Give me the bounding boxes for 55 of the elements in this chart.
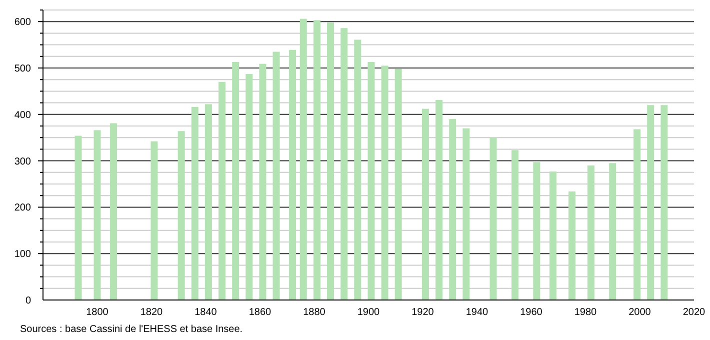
x-tick-label: 1940 — [466, 307, 489, 318]
bar — [634, 129, 641, 300]
bar — [289, 50, 296, 300]
bar — [110, 123, 118, 300]
x-tick-label: 1900 — [357, 307, 380, 318]
bar — [300, 18, 307, 300]
bar — [436, 100, 443, 300]
bar — [368, 62, 375, 300]
bar — [340, 28, 348, 300]
y-tick-label: 100 — [14, 249, 32, 260]
y-tick-label: 600 — [14, 17, 32, 28]
bar — [246, 74, 253, 300]
bar — [204, 104, 212, 300]
bar — [313, 20, 320, 300]
bar — [381, 66, 388, 300]
bar — [354, 40, 362, 300]
bar — [490, 138, 497, 300]
x-tick-label: 1860 — [248, 307, 272, 318]
x-tick-label: 1880 — [303, 307, 326, 318]
x-tick-label: 1840 — [194, 307, 218, 318]
bar — [449, 119, 456, 300]
bar — [94, 130, 101, 300]
bar — [272, 52, 280, 300]
x-tick-label: 2000 — [628, 307, 652, 318]
y-tick-label: 0 — [25, 296, 32, 306]
bar — [259, 64, 266, 300]
x-tick-label: 2020 — [682, 307, 706, 318]
bar — [218, 82, 226, 300]
bar — [178, 131, 185, 300]
x-tick-label: 1920 — [412, 307, 434, 318]
y-tick-label: 200 — [14, 202, 32, 214]
bar — [422, 108, 429, 300]
bar — [150, 141, 158, 300]
bar — [660, 105, 668, 300]
source-note: Sources : base Cassini de l'EHESS et base Insee. — [20, 324, 243, 335]
bar — [232, 62, 240, 300]
x-tick-label: 1820 — [140, 307, 164, 318]
x-tick-label: 1800 — [86, 307, 109, 318]
bar — [568, 191, 576, 300]
y-tick-label: 400 — [14, 110, 32, 121]
bar — [511, 150, 518, 300]
bar — [462, 128, 470, 300]
bar — [587, 165, 594, 300]
x-tick-label: 1960 — [520, 307, 543, 318]
bar — [394, 68, 402, 300]
bar — [609, 163, 616, 300]
y-tick-label: 300 — [14, 156, 32, 168]
bar — [549, 171, 556, 300]
bar — [327, 22, 334, 300]
x-tick-label: 1980 — [574, 307, 598, 318]
bar — [647, 105, 654, 300]
bar — [191, 106, 198, 300]
bar — [74, 136, 82, 300]
y-tick-label: 500 — [14, 64, 32, 74]
bar — [533, 162, 540, 300]
